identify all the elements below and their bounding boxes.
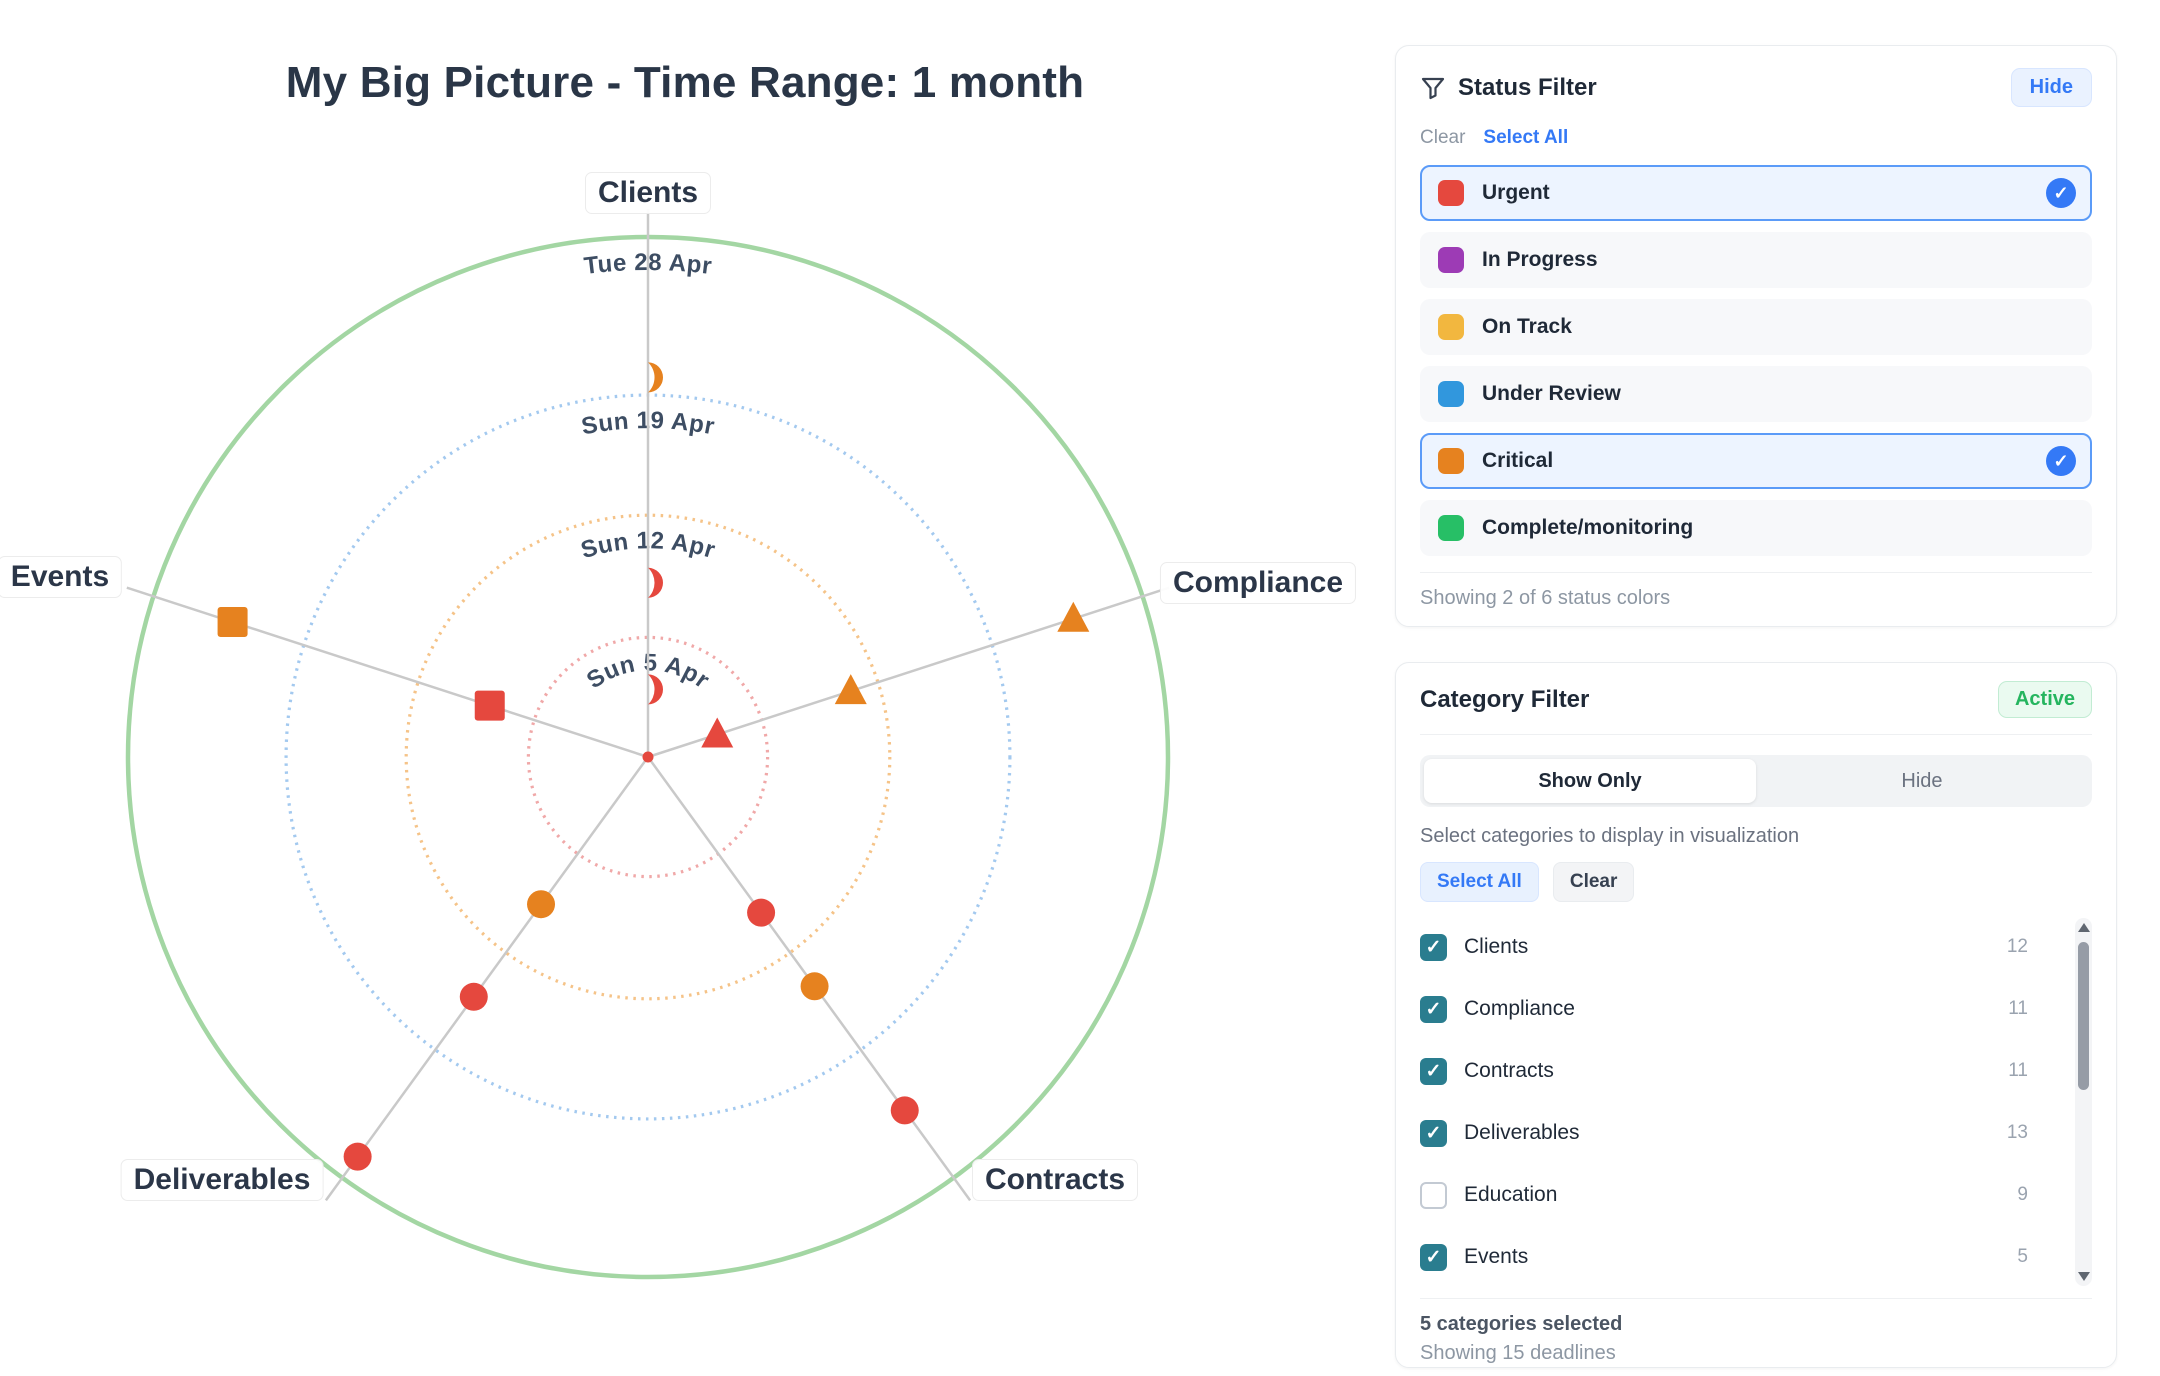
status-card-divider [1420,572,2092,573]
category-clear-button[interactable]: Clear [1552,862,1635,902]
status-list: Urgent ✓ In Progress On Track Under Review Cr… [1420,165,2092,556]
status-color-swatch [1438,515,1464,541]
axis-label-compliance: Compliance [1159,562,1357,604]
axis-line-compliance [647,586,1170,759]
category-list: ✓ Clients 12 ✓ Compliance 11 ✓ Contracts 11 ✓ Deli… [1420,916,2092,1288]
category-item-count: 12 [2006,936,2028,957]
axis-label-contracts: Contracts [971,1159,1139,1201]
deadline-marker-events-square-12[interactable] [474,690,505,721]
category-item-label: Events [1464,1245,1529,1268]
deadline-marker-compliance-triangle-4[interactable] [834,674,867,705]
category-item-count: 11 [2008,1060,2028,1081]
deadline-marker-deliverables-circle-9[interactable] [527,890,556,919]
status-clear-link[interactable]: Clear [1420,127,1466,148]
category-list-scrollbar[interactable] [2075,918,2092,1286]
category-item-label: Clients [1464,935,1529,958]
filter-funnel-icon [1421,77,1445,99]
category-item-label: Education [1464,1183,1558,1206]
status-item-critical[interactable]: Critical ✓ [1420,433,2092,489]
scroll-down-icon[interactable] [2078,1272,2090,1281]
status-item-on-track[interactable]: On Track [1420,299,2092,355]
deadlines-showing-count: Showing 15 deadlines [1420,1342,1616,1364]
deadline-marker-clients-crescent-0[interactable] [648,362,663,393]
status-color-swatch [1438,381,1464,407]
selected-check-icon: ✓ [2046,178,2076,208]
category-item-contracts[interactable]: ✓ Contracts 11 [1420,1040,2028,1102]
deadline-marker-contracts-circle-8[interactable] [890,1096,919,1125]
category-item-label: Deliverables [1464,1121,1580,1144]
axis-line-deliverables [324,756,650,1202]
deadline-marker-clients-crescent-1[interactable] [648,567,663,598]
deadline-marker-compliance-triangle-3[interactable] [1057,601,1090,632]
status-filter-footer: Showing 2 of 6 status colors [1420,587,1671,609]
scroll-up-icon[interactable] [2078,923,2090,932]
ring-sun-5-apr [526,635,770,879]
category-mode-toggle: Show Only Hide [1420,755,2092,807]
status-filter-card: Status Filter Hide Clear Select All Urge… [1395,45,2117,627]
checkbox-unchecked[interactable] [1420,1181,1447,1209]
status-color-swatch [1438,448,1464,474]
checkbox-checked[interactable]: ✓ [1420,1243,1447,1271]
deadline-marker-deliverables-circle-10[interactable] [459,982,488,1011]
chart-center-dot [642,751,654,763]
checkbox-checked[interactable]: ✓ [1420,995,1447,1023]
category-item-compliance[interactable]: ✓ Compliance 11 [1420,978,2028,1040]
category-item-count: 11 [2008,998,2028,1019]
status-color-swatch [1438,247,1464,273]
deadline-marker-contracts-circle-6[interactable] [747,898,776,927]
status-item-label: On Track [1482,315,1572,338]
axis-label-deliverables: Deliverables [120,1159,324,1201]
status-item-label: Complete/monitoring [1482,516,1694,539]
deadline-marker-compliance-triangle-5[interactable] [701,717,734,748]
deadline-marker-events-square-13[interactable] [217,607,248,638]
scrollbar-thumb[interactable] [2078,942,2089,1090]
status-color-swatch [1438,180,1464,206]
category-item-count: 13 [2006,1122,2028,1143]
categories-selected-count: 5 categories selected [1420,1313,1623,1335]
category-item-education[interactable]: Education 9 [1420,1164,2028,1226]
chart-title: My Big Picture - Time Range: 1 month [285,58,1085,107]
status-item-in-progress[interactable]: In Progress [1420,232,2092,288]
active-badge: Active [1997,681,2092,718]
status-item-complete-monitoring[interactable]: Complete/monitoring [1420,500,2092,556]
axis-line-events [126,586,649,759]
category-item-label: Contracts [1464,1059,1554,1082]
category-item-count: 9 [2017,1184,2028,1205]
status-item-urgent[interactable]: Urgent ✓ [1420,165,2092,221]
deadline-marker-clients-crescent-2[interactable] [648,674,663,705]
status-item-under-review[interactable]: Under Review [1420,366,2092,422]
tab-show-only[interactable]: Show Only [1424,759,1756,803]
status-select-all-link[interactable]: Select All [1483,127,1569,148]
status-item-label: Urgent [1482,181,1550,204]
category-filter-footer: 5 categories selected Showing 15 deadlin… [1420,1298,2092,1365]
checkbox-checked[interactable]: ✓ [1420,1119,1447,1147]
status-item-label: Under Review [1482,382,1621,405]
category-select-all-button[interactable]: Select All [1420,862,1539,902]
category-item-events[interactable]: ✓ Events 5 [1420,1226,2028,1288]
checkbox-checked[interactable]: ✓ [1420,933,1447,961]
status-item-label: Critical [1482,449,1554,472]
category-item-deliverables[interactable]: ✓ Deliverables 13 [1420,1102,2028,1164]
selected-check-icon: ✓ [2046,446,2076,476]
category-filter-card: Category Filter Active Show Only Hide Se… [1395,662,2117,1368]
category-item-count: 5 [2017,1246,2028,1267]
category-filter-title: Category Filter [1420,685,1590,713]
axis-label-events: Events [0,556,123,598]
status-filter-title: Status Filter [1458,73,1597,101]
category-item-label: Compliance [1464,997,1575,1020]
status-color-swatch [1438,314,1464,340]
tab-hide[interactable]: Hide [1901,769,1943,792]
category-item-clients[interactable]: ✓ Clients 12 [1420,916,2028,978]
status-item-label: In Progress [1482,248,1598,271]
checkbox-checked[interactable]: ✓ [1420,1057,1447,1085]
deadline-marker-deliverables-circle-11[interactable] [343,1142,372,1171]
category-filter-description: Select categories to display in visualiz… [1420,825,1800,847]
status-hide-button[interactable]: Hide [2010,68,2092,107]
axis-label-clients: Clients [584,172,712,214]
deadline-marker-contracts-circle-7[interactable] [800,972,829,1001]
